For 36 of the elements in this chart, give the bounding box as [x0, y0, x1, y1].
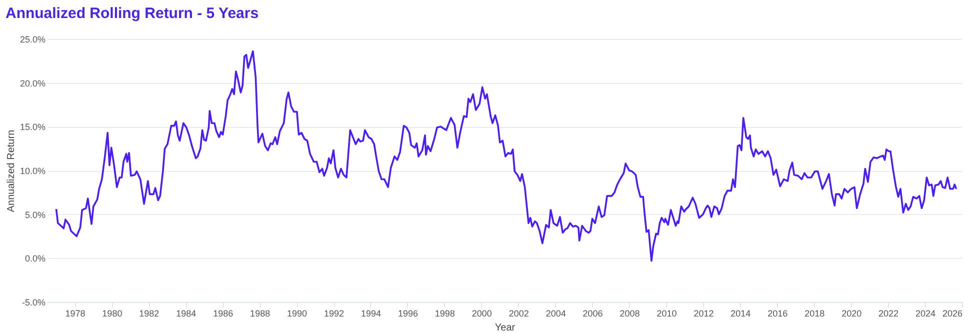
y-tick-label: 15.0% [20, 122, 46, 132]
y-tick-label: 10.0% [20, 166, 46, 176]
y-tick-label: 0.0% [24, 254, 46, 264]
x-tick-label: 1980 [102, 308, 122, 318]
y-axis-title: Annualized Return [6, 130, 17, 212]
x-tick-label: 1990 [287, 308, 308, 318]
x-tick-label: 2014 [730, 308, 751, 318]
x-tick-label: 2008 [620, 308, 640, 318]
x-tick-label: 2012 [694, 308, 714, 318]
x-tick-label: 1982 [139, 308, 160, 318]
y-tick-label: -5.0% [22, 298, 46, 308]
x-tick-label: 2000 [472, 308, 492, 318]
x-tick-label: 1994 [360, 308, 381, 318]
x-tick-label: 2020 [842, 308, 862, 318]
x-axis-title: Year [494, 322, 516, 334]
x-tick-label: 2002 [508, 308, 529, 318]
x-tick-label: 1996 [398, 308, 418, 318]
x-tick-label: 2026 [942, 308, 962, 318]
x-tick-label: 1998 [434, 308, 455, 318]
x-tick-label: 2018 [804, 308, 825, 318]
x-tick-label: 2016 [768, 308, 788, 318]
x-tick-label: 1978 [65, 308, 86, 318]
y-tick-label: 25.0% [20, 34, 46, 44]
x-tick-label: 2010 [656, 308, 677, 318]
x-tick-label: 2024 [916, 308, 936, 318]
x-tick-label: 2006 [582, 308, 603, 318]
x-tick-label: 1984 [176, 308, 196, 318]
chart-title: Annualized Rolling Return - 5 Years [5, 5, 259, 22]
x-tick-label: 2022 [878, 308, 899, 318]
y-tick-label: 20.0% [20, 78, 46, 88]
y-tick-label: 5.0% [24, 210, 46, 220]
x-tick-label: 1986 [213, 308, 234, 318]
x-tick-label: 1988 [250, 308, 270, 318]
line-series [55, 50, 958, 262]
x-tick-label: 2004 [546, 308, 566, 318]
x-tick-label: 1992 [324, 308, 344, 318]
